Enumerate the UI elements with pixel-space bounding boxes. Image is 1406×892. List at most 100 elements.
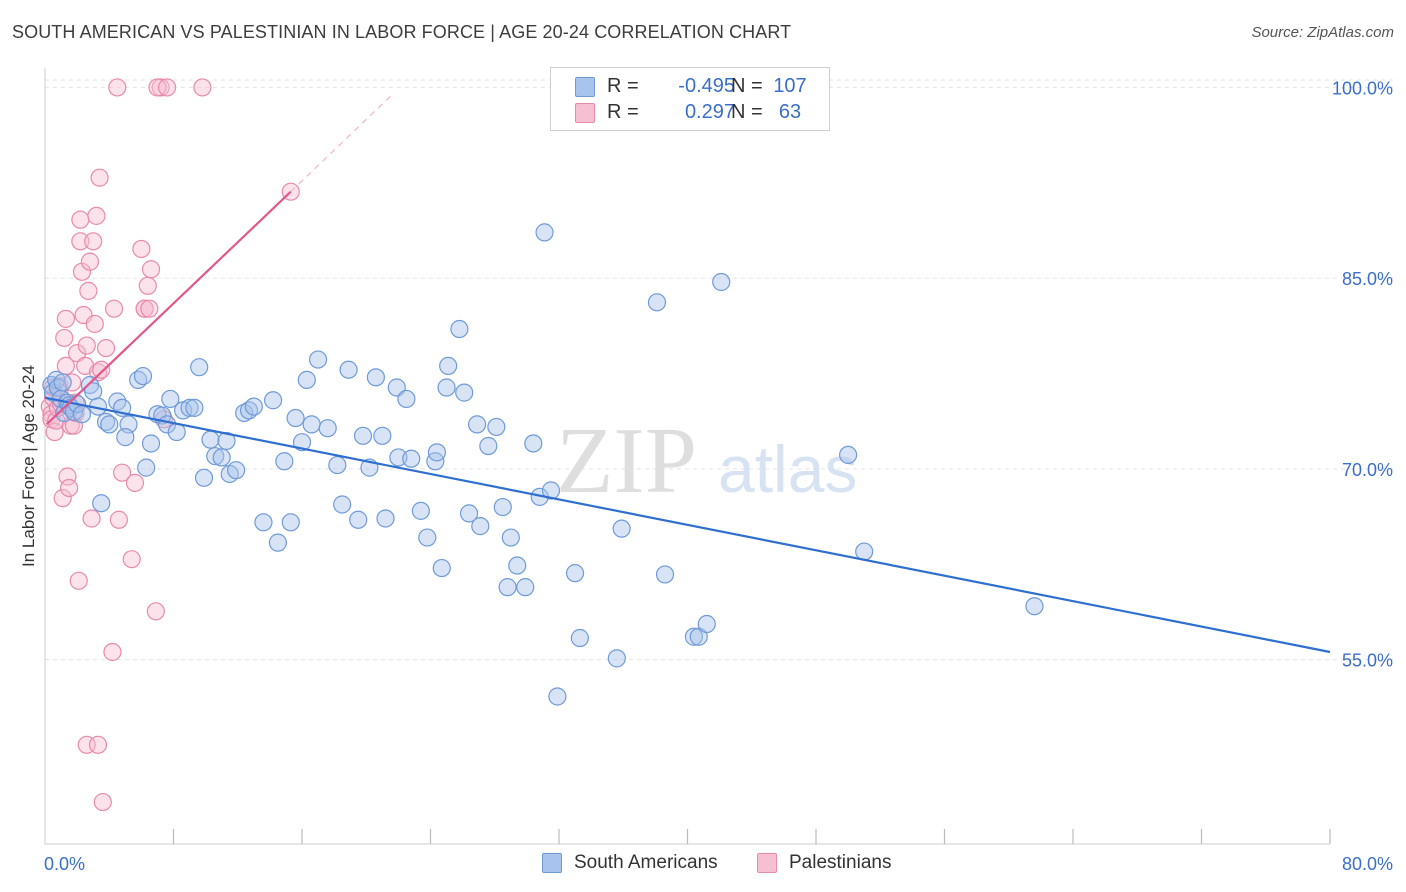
data-point [71, 232, 90, 251]
data-point [55, 328, 74, 348]
legend-n-value: 107 [773, 75, 807, 97]
legend-swatch-south-americans [575, 77, 595, 97]
data-point [92, 360, 111, 379]
legend-label-south-americans: South Americans [574, 852, 718, 873]
data-point [498, 578, 517, 597]
data-point [69, 571, 88, 590]
data-point [281, 513, 300, 532]
tick-labels: 55.0% 70.0% 85.0% 100.0% 0.0% 80.0% [44, 78, 1393, 874]
watermark: ZIP atlas [556, 409, 857, 513]
data-point [71, 210, 90, 229]
data-point [53, 373, 72, 392]
data-point [437, 378, 456, 397]
data-point [244, 397, 263, 416]
y-tick-label: 85.0% [1342, 269, 1393, 289]
data-point [535, 223, 554, 242]
data-point [133, 366, 153, 386]
watermark-zip: ZIP [556, 409, 697, 513]
data-point [548, 687, 567, 706]
data-point [185, 398, 204, 417]
data-point [487, 417, 506, 437]
data-point [92, 494, 111, 513]
data-point [84, 232, 103, 251]
data-point [318, 419, 337, 438]
data-point [402, 449, 421, 468]
data-point [116, 428, 135, 447]
data-point [135, 299, 154, 318]
data-point [137, 458, 156, 477]
data-point [328, 455, 347, 475]
data-point [58, 467, 77, 486]
data-point [389, 448, 408, 467]
data-point [292, 433, 312, 452]
data-point [479, 436, 498, 456]
data-point [141, 260, 161, 279]
data-point [90, 168, 109, 187]
data-point [193, 78, 212, 97]
data-point [82, 509, 101, 528]
data-point [612, 519, 631, 538]
data-point [141, 434, 161, 453]
data-point [88, 735, 108, 754]
trend-line-extension [290, 95, 391, 193]
data-point [516, 578, 535, 597]
data-point [712, 272, 731, 292]
data-point [376, 509, 395, 528]
data-point [194, 468, 214, 487]
data-point [96, 412, 116, 431]
data-point [541, 481, 561, 500]
trend-lines [44, 95, 1331, 654]
data-point [109, 510, 128, 529]
data-point [87, 206, 106, 225]
data-point [684, 627, 704, 646]
data-point [501, 528, 520, 547]
data-point [48, 378, 67, 397]
legend-r-value: -0.495 [678, 75, 735, 97]
data-point [647, 293, 667, 312]
data-point [112, 463, 132, 482]
data-point [459, 504, 479, 523]
data-point [227, 461, 246, 480]
trend-line-palestinians [45, 190, 292, 426]
data-point [132, 239, 151, 259]
data-point [80, 252, 100, 271]
data-point [297, 370, 316, 389]
data-point [138, 276, 157, 295]
data-point [607, 649, 626, 668]
data-point [493, 497, 512, 517]
data-point [100, 415, 119, 434]
data-point [349, 510, 368, 529]
legend-swatch-palestinians [757, 853, 777, 873]
legend-r-label: R = [607, 75, 639, 97]
data-point [263, 391, 283, 410]
axes [44, 68, 1331, 845]
legend-swatch-south-americans [542, 853, 562, 873]
data-point [85, 314, 104, 334]
data-point [1025, 597, 1044, 616]
legend-n-label: N = [731, 75, 763, 97]
gridlines [45, 79, 1394, 661]
data-point [397, 389, 416, 409]
legend-r-value: 0.297 [684, 101, 735, 123]
x-tick-label-max: 80.0% [1342, 854, 1393, 874]
data-point [217, 431, 236, 451]
legend-r-label: R = [607, 101, 639, 123]
data-point [122, 550, 141, 569]
data-point [455, 383, 474, 402]
data-point [450, 319, 469, 339]
data-point [96, 338, 116, 358]
data-point [268, 533, 288, 552]
data-point [366, 368, 385, 387]
data-point [471, 517, 490, 536]
data-point [339, 360, 358, 379]
data-point [56, 309, 75, 328]
chart-title: SOUTH AMERICAN VS PALESTINIAN IN LABOR F… [12, 22, 792, 42]
x-tick-label-min: 0.0% [44, 854, 85, 874]
data-point [839, 445, 858, 465]
data-point [467, 415, 487, 434]
y-tick-label: 100.0% [1332, 78, 1393, 98]
y-tick-label: 70.0% [1342, 460, 1393, 480]
data-point [79, 281, 98, 300]
data-point [524, 434, 543, 453]
